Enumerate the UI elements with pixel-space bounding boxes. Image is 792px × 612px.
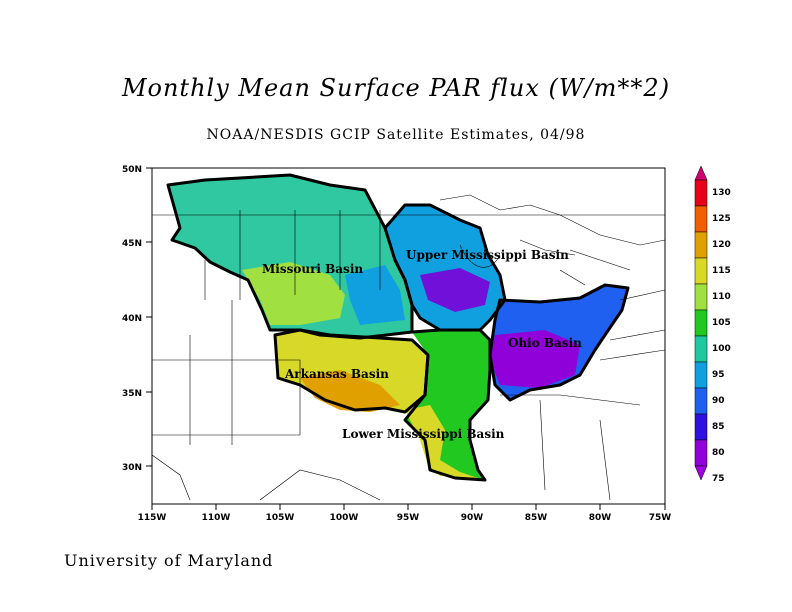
lon-label: 110W (202, 513, 231, 523)
lat-label: 40N (122, 314, 142, 324)
lon-label: 75W (649, 513, 672, 523)
legend-swatch (694, 335, 708, 363)
legend-swatch (694, 257, 708, 285)
basin-outlines (166, 173, 630, 482)
legend-label: 115 (712, 266, 731, 276)
missouri-basin-label: Missouri Basin (262, 262, 363, 276)
legend-label: 100 (712, 344, 731, 354)
legend-swatch (694, 231, 708, 259)
lon-label: 105W (266, 513, 295, 523)
political-boundaries (152, 194, 665, 501)
lat-tick: 40N (122, 314, 152, 324)
lat-label: 45N (122, 239, 142, 249)
legend-label: 125 (712, 214, 731, 224)
legend-label: 90 (712, 396, 725, 406)
legend-label: 95 (712, 370, 725, 380)
arkansas-basin-label: Arkansas Basin (284, 367, 389, 381)
legend-label: 110 (712, 292, 731, 302)
lower-mississippi-warm-patch (405, 405, 478, 478)
color-legend: 130 125 120 115 110 105 100 95 90 85 80 75 (694, 165, 731, 484)
lower-mississippi-basin-label: Lower Mississippi Basin (342, 427, 505, 441)
legend-swatch (694, 309, 708, 337)
latitude-axis: 50N 45N 40N 35N 30N (122, 165, 152, 473)
lon-tick: 100W (330, 504, 359, 523)
legend-swatch (694, 361, 708, 389)
legend-swatch (694, 387, 708, 415)
lon-label: 90W (461, 513, 484, 523)
legend-label: 80 (712, 448, 725, 458)
ohio-basin-label: Ohio Basin (508, 336, 582, 350)
legend-label: 120 (712, 240, 731, 250)
lon-tick: 85W (525, 504, 548, 523)
legend-label: 75 (712, 474, 725, 484)
legend-swatch (694, 179, 708, 207)
ohio-basin-core (490, 330, 580, 388)
legend-swatch (694, 413, 708, 441)
longitude-axis: 115W 110W 105W 100W 95W 90W 85W 80W 75W (138, 504, 672, 523)
lon-tick: 80W (589, 504, 612, 523)
legend-label: 130 (712, 188, 731, 198)
lat-tick: 30N (122, 463, 152, 473)
lat-tick: 35N (122, 389, 152, 399)
lon-tick: 105W (266, 504, 295, 523)
lon-tick: 75W (649, 504, 672, 523)
lon-tick: 110W (202, 504, 231, 523)
lat-label: 50N (122, 165, 142, 175)
missouri-cool-patch (345, 265, 405, 325)
credit-text: University of Maryland (64, 551, 274, 570)
lon-label: 80W (589, 513, 612, 523)
lon-tick: 95W (397, 504, 420, 523)
lon-label: 100W (330, 513, 359, 523)
lat-label: 35N (122, 389, 142, 399)
legend-bottom-arrow (694, 465, 708, 481)
lon-label: 95W (397, 513, 420, 523)
legend-swatch (694, 205, 708, 233)
legend-top-arrow (694, 165, 708, 181)
lat-label: 30N (122, 463, 142, 473)
lat-tick: 45N (122, 239, 152, 249)
map-title: Monthly Mean Surface PAR flux (W/m**2) (121, 74, 671, 102)
map-plot-area: Missouri Basin Upper Mississippi Basin O… (152, 173, 665, 501)
missouri-warm-patch (242, 262, 345, 325)
legend-label: 85 (712, 422, 725, 432)
lon-label: 85W (525, 513, 548, 523)
legend-swatch (694, 283, 708, 311)
legend-label: 105 (712, 318, 731, 328)
lat-tick: 50N (122, 165, 152, 175)
upper-mississippi-basin-label: Upper Mississippi Basin (406, 248, 569, 262)
lon-label: 115W (138, 513, 167, 523)
lon-tick: 115W (138, 504, 167, 523)
lon-tick: 90W (461, 504, 484, 523)
upper-mississippi-core (420, 268, 490, 312)
legend-swatch (694, 439, 708, 467)
map-subtitle: NOAA/NESDIS GCIP Satellite Estimates, 04… (206, 127, 586, 143)
